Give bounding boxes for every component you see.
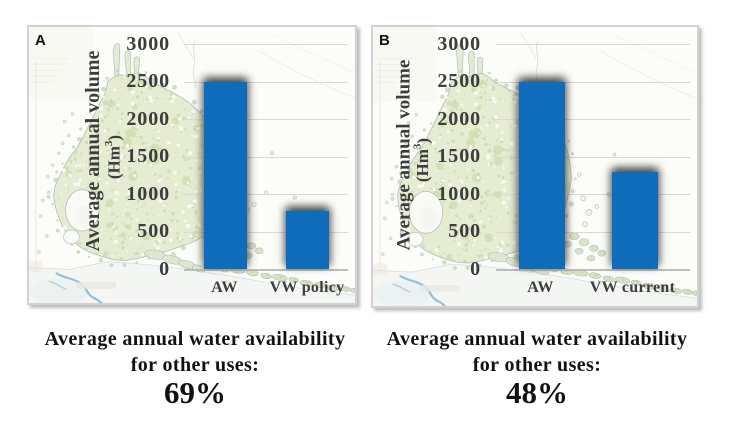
svg-text:Average annual volume: Average annual volume [82,51,104,252]
svg-text:(Hm3): (Hm3) [412,138,433,182]
svg-text:Average annual volume: Average annual volume [394,60,415,251]
svg-text:(Hm3): (Hm3) [103,135,124,179]
